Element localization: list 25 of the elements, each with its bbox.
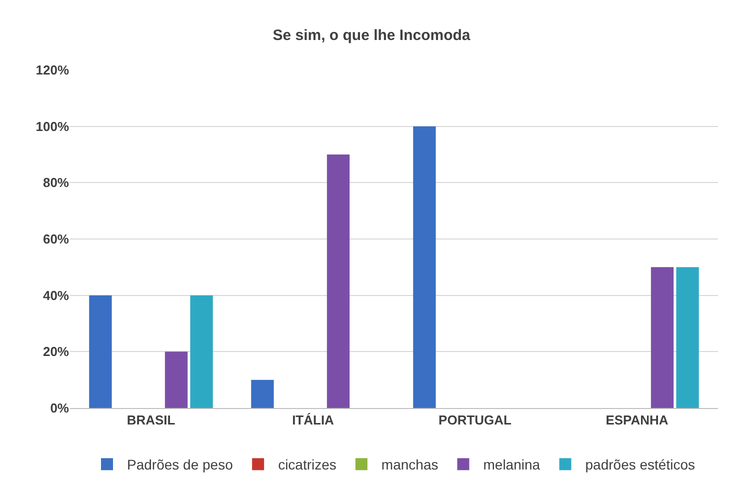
- bar: [190, 295, 213, 408]
- y-tick-label: 20%: [42, 344, 70, 360]
- bar: [164, 352, 188, 408]
- y-tick-label: 0%: [50, 400, 70, 416]
- legend-label: melanina: [483, 456, 540, 473]
- legend-label: manchas: [381, 456, 438, 473]
- y-tick-label: 40%: [42, 288, 70, 303]
- chart-title: Se sim, o que lhe Incomoda: [272, 27, 471, 44]
- legend-label: cicatrizes: [278, 456, 336, 473]
- x-tick-label: ITÁLIA: [292, 412, 335, 428]
- bar: [676, 267, 699, 408]
- y-tick-label: 80%: [42, 175, 70, 190]
- legend-label: padrões estéticos: [585, 456, 695, 473]
- y-tick-label: 100%: [36, 118, 70, 134]
- bar: [89, 295, 112, 408]
- bar: [251, 380, 274, 408]
- y-tick-label: 60%: [42, 232, 70, 247]
- x-tick-label: PORTUGAL: [438, 412, 512, 428]
- bar: [413, 126, 436, 408]
- x-tick-label: BRASIL: [126, 412, 176, 428]
- bar: [326, 154, 350, 408]
- legend-label: Padrões de peso: [127, 456, 234, 473]
- y-tick-label: 120%: [36, 62, 70, 78]
- bar: [650, 267, 674, 408]
- x-tick-label: ESPANHA: [606, 412, 669, 428]
